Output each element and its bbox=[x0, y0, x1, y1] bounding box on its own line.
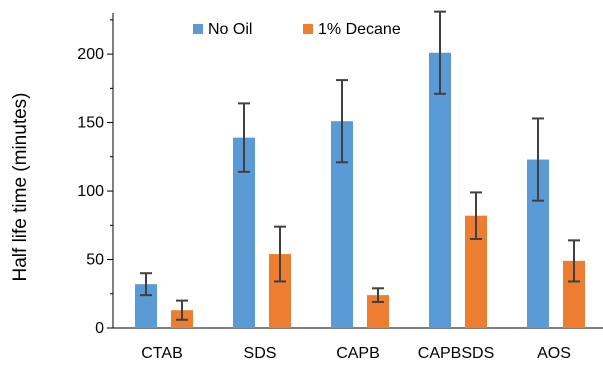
legend-label: No Oil bbox=[208, 21, 252, 38]
legend-swatch bbox=[303, 24, 313, 34]
bar-no-oil-sds bbox=[233, 137, 255, 328]
y-tick-label: 200 bbox=[77, 46, 104, 63]
legend-label: 1% Decane bbox=[318, 21, 401, 38]
bar-no-oil-aos bbox=[527, 159, 549, 328]
tick-labels: 0 50 100 150 200 CTAB SDS CAPB CAPBSDS AOS bbox=[77, 46, 571, 362]
x-tick-label: SDS bbox=[244, 345, 277, 362]
y-tick-label: 0 bbox=[95, 320, 104, 337]
x-tick-label: AOS bbox=[537, 345, 571, 362]
y-tick-label: 100 bbox=[77, 183, 104, 200]
bars bbox=[135, 52, 585, 329]
axes bbox=[107, 13, 603, 329]
x-tick-label: CAPBSDS bbox=[418, 345, 494, 362]
bar-no-oil-capbsds bbox=[429, 52, 451, 328]
legend-swatch bbox=[193, 24, 203, 34]
x-tick-label: CTAB bbox=[141, 345, 182, 362]
bar-1-decane-capbsds bbox=[465, 215, 487, 328]
error-bars bbox=[140, 10, 580, 321]
y-tick-label: 150 bbox=[77, 115, 104, 132]
bar-no-oil-capb bbox=[331, 121, 353, 329]
legend: No Oil 1% Decane bbox=[193, 21, 401, 38]
bar-1-decane-sds bbox=[269, 254, 291, 328]
bar-1-decane-aos bbox=[563, 260, 585, 328]
y-axis-title: Half life time (minutes) bbox=[10, 93, 31, 282]
x-tick-label: CAPB bbox=[336, 345, 380, 362]
y-tick-label: 50 bbox=[86, 252, 104, 269]
bar-1-decane-capb bbox=[367, 295, 389, 328]
